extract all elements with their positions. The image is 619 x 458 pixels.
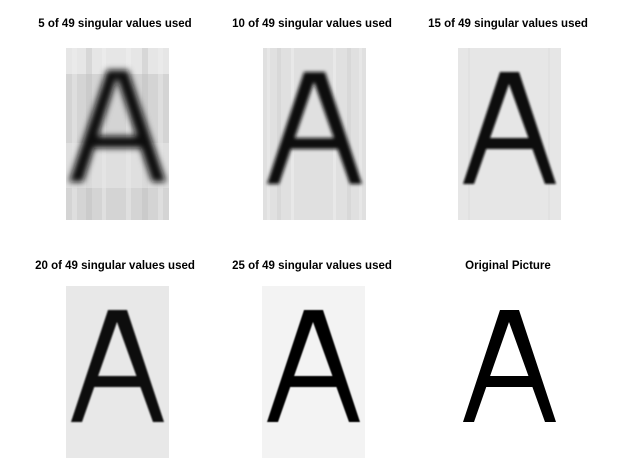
panel-title: 10 of 49 singular values used: [232, 18, 392, 30]
panel-title: 20 of 49 singular values used: [35, 260, 195, 272]
approximation-image-25: [262, 286, 365, 458]
panel-title: Original Picture: [465, 260, 551, 272]
approximation-image-10: [263, 48, 366, 220]
panel-title: 15 of 49 singular values used: [428, 18, 588, 30]
approximation-image-20: [66, 286, 169, 458]
original-image: [458, 286, 561, 458]
panel-title: 5 of 49 singular values used: [38, 18, 192, 30]
panel-title: 25 of 49 singular values used: [232, 260, 392, 272]
approximation-image-15: [458, 48, 561, 220]
approximation-image-5: A: [66, 48, 169, 220]
